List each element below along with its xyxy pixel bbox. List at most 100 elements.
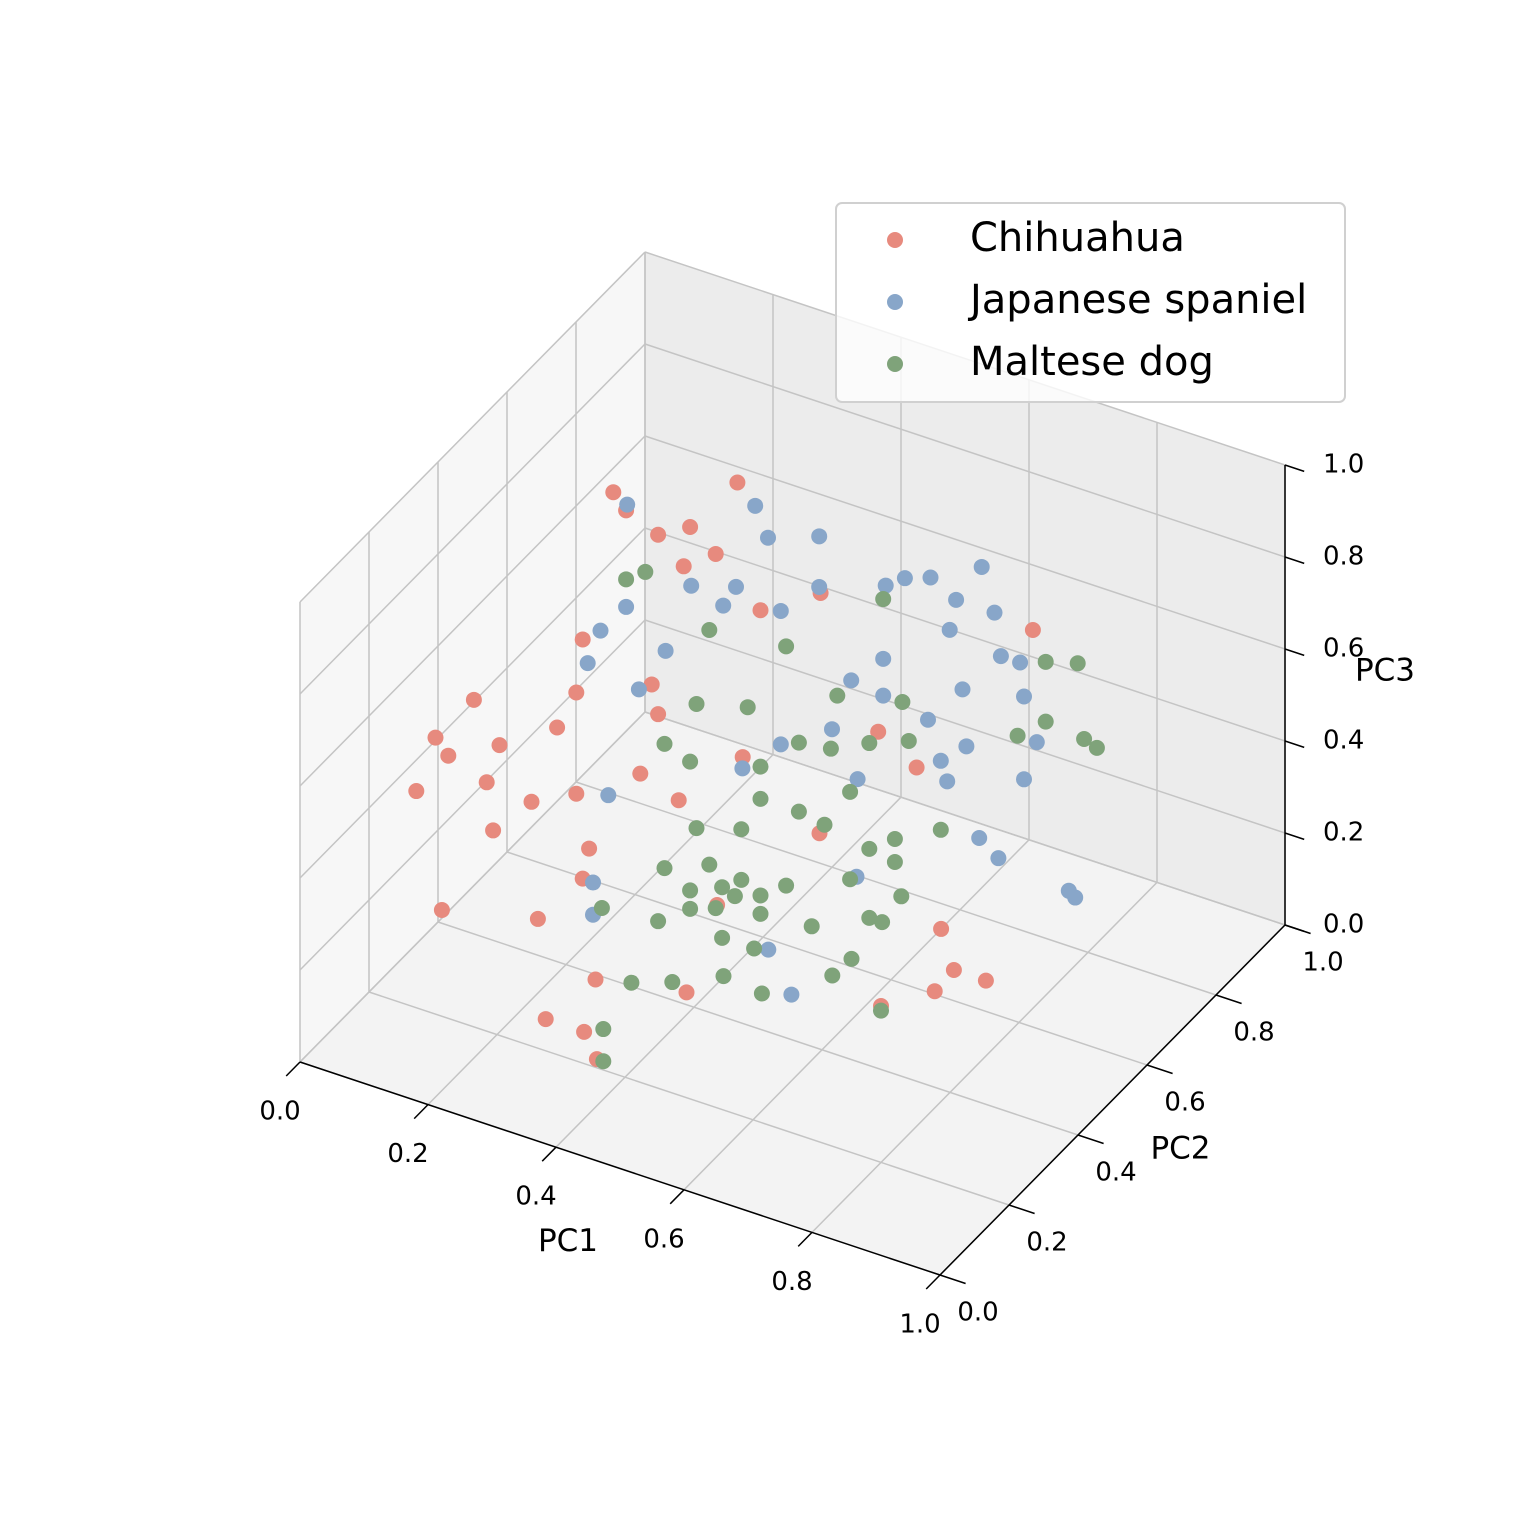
points <box>408 474 1105 1070</box>
data-point <box>877 577 894 594</box>
data-point <box>932 752 949 769</box>
grid <box>299 251 1286 1276</box>
data-point <box>843 950 860 967</box>
grid-line <box>299 343 646 695</box>
grid-line <box>811 881 1158 1233</box>
data-point <box>822 740 839 757</box>
data-point <box>537 1011 554 1028</box>
data-point <box>714 929 731 946</box>
data-point <box>843 672 860 689</box>
data-point <box>874 914 891 931</box>
data-point <box>752 790 769 807</box>
data-point <box>783 986 800 1003</box>
data-point <box>811 528 828 545</box>
grid-line <box>644 435 1286 650</box>
z-tick-mark <box>1284 464 1305 473</box>
data-point <box>1088 739 1105 756</box>
data-point <box>605 484 622 501</box>
data-point <box>752 758 769 775</box>
data-point <box>1037 653 1054 670</box>
data-point <box>824 721 840 738</box>
data-point <box>875 591 892 608</box>
data-point <box>656 860 673 877</box>
z-tick-label: 0.2 <box>1323 818 1364 848</box>
grid-line <box>437 921 1079 1136</box>
data-point <box>595 1053 612 1070</box>
data-point <box>670 792 687 809</box>
data-point <box>747 497 764 514</box>
data-point <box>778 877 795 894</box>
data-point <box>753 985 770 1002</box>
data-point <box>870 723 887 740</box>
data-point <box>650 526 667 543</box>
grid-line <box>683 839 1030 1191</box>
data-point <box>491 737 508 754</box>
data-point <box>861 840 878 857</box>
data-point <box>529 910 546 927</box>
data-point <box>688 820 705 837</box>
grid-line <box>427 754 774 1106</box>
y-tick-label: 0.4 <box>1095 1158 1136 1188</box>
grid-line <box>299 711 646 1063</box>
data-point <box>408 783 425 800</box>
data-point <box>726 888 743 905</box>
x-axis-line <box>299 1061 941 1276</box>
x-tick-mark <box>541 1146 557 1162</box>
data-point <box>579 655 596 672</box>
data-point <box>682 900 699 917</box>
data-point <box>990 850 1007 867</box>
data-point <box>707 900 724 917</box>
data-point <box>664 974 681 991</box>
data-point <box>657 642 674 659</box>
data-point <box>715 968 732 985</box>
data-point <box>760 941 777 958</box>
data-point <box>760 529 776 546</box>
data-point <box>733 821 750 838</box>
data-point <box>650 913 667 930</box>
data-point <box>683 577 700 594</box>
grid-line <box>299 619 646 971</box>
grid-line <box>644 343 1286 558</box>
x-tick-mark <box>797 1231 813 1247</box>
data-point <box>733 871 750 888</box>
data-point <box>643 676 660 693</box>
x-tick-label: 0.0 <box>259 1097 300 1127</box>
z-tick-mark <box>1284 832 1305 841</box>
x-tick-mark <box>669 1189 685 1205</box>
data-point <box>650 706 667 723</box>
grid-line <box>506 851 1148 1066</box>
data-point <box>707 545 724 562</box>
y-axis-label: PC2 <box>1150 1131 1210 1167</box>
x-tick-mark <box>925 1274 941 1290</box>
data-point <box>894 694 911 711</box>
data-point <box>954 681 971 698</box>
y-tick-mark <box>1077 1134 1104 1145</box>
data-point <box>842 783 859 800</box>
data-point <box>581 840 598 857</box>
y-tick-label: 1.0 <box>1302 948 1343 978</box>
grid-line <box>368 991 1010 1206</box>
data-point <box>875 650 892 667</box>
data-point <box>752 602 769 619</box>
data-point <box>941 621 958 638</box>
data-point <box>886 853 903 870</box>
data-point <box>549 719 566 736</box>
data-point <box>619 496 636 513</box>
y-tick-label: 0.2 <box>1026 1228 1067 1258</box>
x-tick-label: 0.8 <box>771 1267 812 1297</box>
data-point <box>933 920 950 937</box>
data-point <box>992 648 1009 665</box>
data-point <box>427 729 444 746</box>
data-point <box>675 558 692 575</box>
data-point <box>1012 654 1029 671</box>
data-point <box>682 753 699 770</box>
data-point <box>478 774 495 791</box>
data-point <box>568 684 585 701</box>
legend: Chihuahua Japanese spaniel Maltese dog <box>835 202 1346 403</box>
data-point <box>803 918 820 935</box>
data-point <box>682 882 699 899</box>
data-point <box>977 972 994 989</box>
grid-line <box>644 527 1286 742</box>
